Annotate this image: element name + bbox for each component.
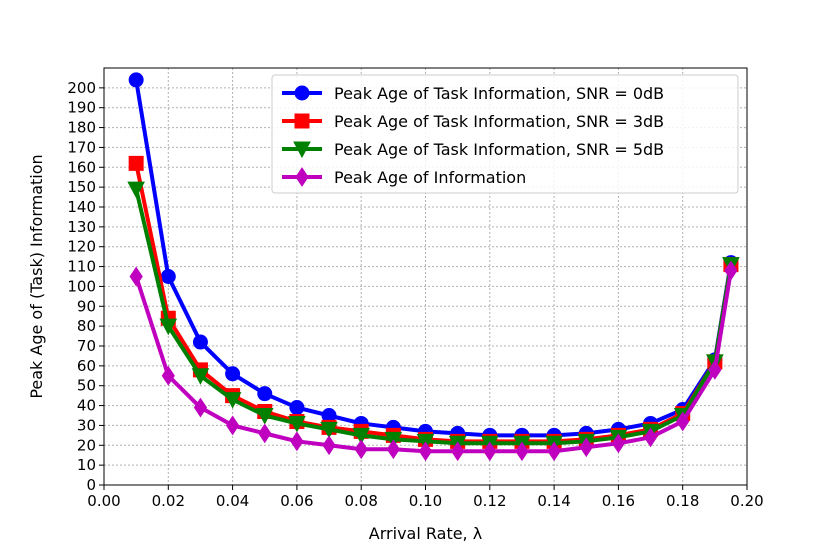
y-tick-label: 150 [67,178,96,196]
x-tick-label: 0.12 [473,492,506,510]
y-tick-label: 70 [77,337,96,355]
y-tick-label: 40 [77,397,96,415]
y-tick-label: 140 [67,198,96,216]
data-point [451,441,465,462]
x-tick-label: 0.04 [216,492,249,510]
data-point [159,318,178,336]
data-point [676,411,690,432]
y-tick-label: 190 [67,99,96,117]
data-point [127,181,145,199]
legend-marker [293,141,311,159]
y-tick-label: 30 [77,416,96,434]
legend-marker [294,113,310,129]
legend: Peak Age of Task Information, SNR = 0dB P… [271,74,739,194]
y-tick-label: 180 [67,119,96,137]
x-tick-label: 0.08 [344,492,377,510]
y-tick-label: 120 [67,238,96,256]
x-tick-label: 0.00 [87,492,120,510]
data-point [193,397,208,418]
legend-label: Peak Age of Information [334,168,526,187]
x-tick-label: 0.14 [537,492,570,510]
data-point [320,421,338,439]
series-line [134,188,733,446]
series-2 [128,155,739,449]
y-tick-label: 160 [67,158,96,176]
legend-label: Peak Age of Task Information, SNR = 5dB [334,140,664,159]
legend-item: Peak Age of Task Information, SNR = 5dB [282,140,664,159]
y-tick-label: 20 [77,436,96,454]
data-point [643,427,658,448]
x-axis-label: Arrival Rate, λ [369,524,482,543]
data-point [225,415,240,436]
legend-marker [295,167,309,187]
data-point [547,441,561,462]
data-point [354,439,368,460]
data-point [128,155,144,171]
data-point [191,368,210,385]
y-tick-label: 60 [77,357,96,375]
x-tick-label: 0.02 [152,492,185,510]
data-point [386,439,400,460]
data-point [223,392,242,409]
y-tick-label: 10 [77,456,96,474]
data-point [160,269,176,284]
legend-item: Peak Age of Task Information, SNR = 3dB [282,112,664,131]
data-point [483,441,497,462]
y-tick-label: 90 [77,297,96,315]
data-point [225,366,241,382]
data-point [258,423,272,444]
data-point [290,431,304,452]
legend-box [271,74,739,194]
data-point [161,365,175,386]
data-point [128,72,144,88]
x-tick-label: 0.18 [666,492,699,510]
series-layer [127,72,740,462]
data-point [352,427,371,445]
y-tick-label: 170 [67,138,96,156]
legend-marker [294,85,310,101]
y-axis-label: Peak Age of (Task) Information [27,154,46,398]
axes: 0.00 0.02 0.04 0.06 0.08 0.10 0.12 0.14 0.16 0.18… [67,79,763,510]
legend-label: Peak Age of Task Information, SNR = 0dB [334,84,664,103]
y-tick-label: 100 [67,277,96,295]
data-point [192,334,208,350]
x-tick-label: 0.06 [280,492,313,510]
data-point [579,437,593,458]
y-tick-label: 50 [77,377,96,395]
legend-label: Peak Age of Task Information, SNR = 3dB [334,112,664,131]
data-point [288,415,306,433]
data-point [257,386,273,402]
data-point [515,441,529,462]
data-point [255,408,274,425]
x-tick-label: 0.16 [602,492,635,510]
legend-item: Peak Age of Task Information, SNR = 0dB [282,84,664,103]
series-4 [129,260,738,462]
y-tick-label: 130 [67,218,96,236]
data-point [708,359,722,380]
x-tick-label: 0.20 [730,492,763,510]
data-point [129,266,143,287]
legend-item: Peak Age of Information [282,167,526,187]
data-point [724,260,738,281]
series-3 [127,181,740,453]
data-point [322,435,336,456]
y-tick-label: 80 [77,317,96,335]
data-point [611,433,626,454]
y-tick-label: 110 [67,258,96,276]
y-tick-label: 0 [86,476,96,494]
data-point [289,400,305,416]
data-point [418,441,433,462]
y-tick-label: 200 [67,79,96,97]
x-tick-label: 0.10 [409,492,442,510]
